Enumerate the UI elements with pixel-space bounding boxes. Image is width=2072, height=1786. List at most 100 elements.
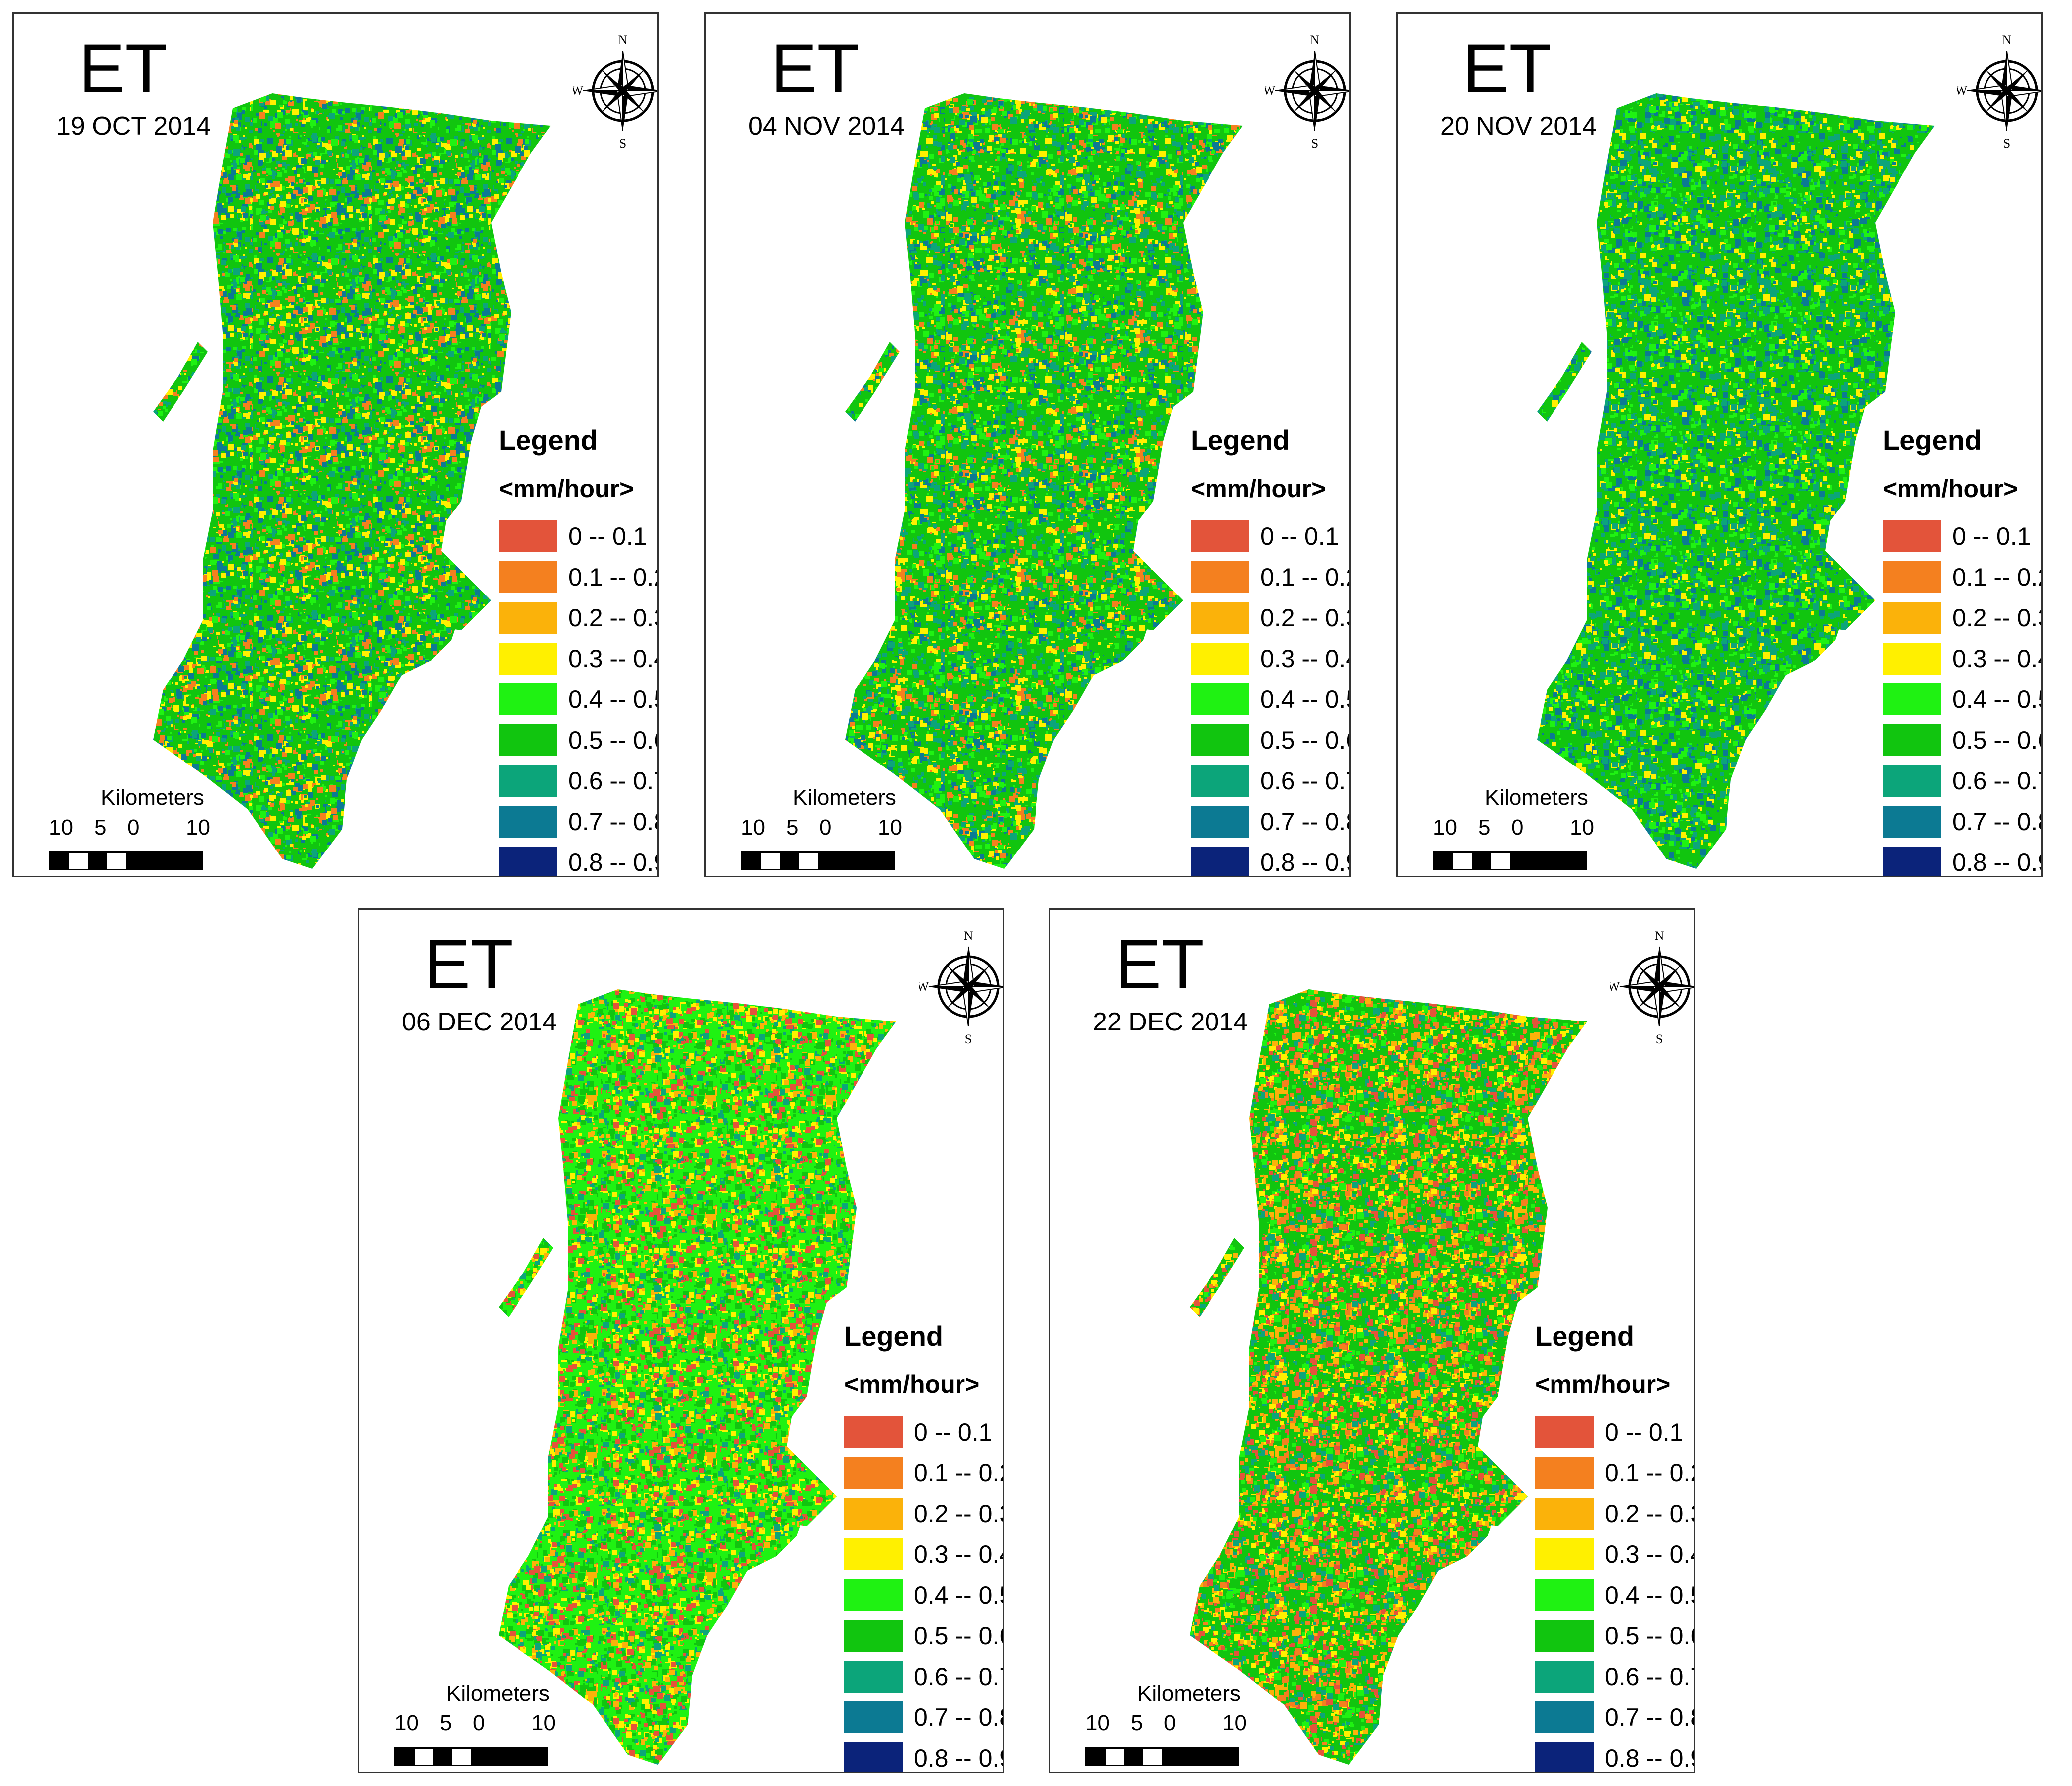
legend-swatch xyxy=(1191,847,1249,876)
legend-swatch xyxy=(1535,1579,1594,1611)
legend-label: 0.2 -- 0.3 xyxy=(568,604,659,632)
compass-south: S xyxy=(619,136,626,151)
legend-list: 0 -- 0.1 0.1 -- 0.2 0.2 -- 0.3 0.3 -- 0.4 0.… xyxy=(1191,516,1351,876)
legend: Legend <mm/hour> 0 -- 0.1 0.1 -- 0.2 0.2 -… xyxy=(844,1320,1004,1772)
legend-item: 0.3 -- 0.4 xyxy=(844,1534,1004,1575)
et-map-raster xyxy=(1537,93,1935,869)
legend-label: 0 -- 0.1 xyxy=(1605,1418,1684,1446)
legend-label: 0.8 -- 0.9 xyxy=(1260,849,1351,876)
legend-swatch xyxy=(1535,1416,1594,1448)
study-area-polygon xyxy=(845,93,1243,869)
scale-tick: 5 xyxy=(94,815,107,840)
et-map-raster xyxy=(499,989,896,1765)
legend-swatch xyxy=(1191,643,1249,675)
map-title: ET xyxy=(79,29,168,107)
legend-label: 0.6 -- 0.7 xyxy=(1605,1663,1695,1691)
legend-label: 0.3 -- 0.4 xyxy=(914,1540,1004,1568)
legend-title: Legend xyxy=(844,1320,944,1352)
legend-item: 0.5 -- 0.6 xyxy=(1535,1616,1695,1656)
legend-swatch xyxy=(1883,561,1941,593)
legend-list: 0 -- 0.1 0.1 -- 0.2 0.2 -- 0.3 0.3 -- 0.4 0.… xyxy=(1535,1412,1695,1772)
map-title: ET xyxy=(424,925,513,1003)
legend-label: 0.7 -- 0.8 xyxy=(914,1703,1004,1731)
compass-north: N xyxy=(1310,33,1320,47)
legend: Legend <mm/hour> 0 -- 0.1 0.1 -- 0.2 0.2 -… xyxy=(499,425,659,876)
legend-swatch xyxy=(1191,765,1249,797)
legend-swatch xyxy=(499,561,557,593)
study-area-polygon xyxy=(153,93,551,869)
scale-tick: 5 xyxy=(786,815,799,840)
legend-item: 0 -- 0.1 xyxy=(1883,516,2041,557)
legend-item: 0 -- 0.1 xyxy=(499,516,657,557)
legend-swatch xyxy=(1883,643,1941,675)
bay-polygon xyxy=(1114,571,1183,630)
legend-swatch xyxy=(844,1661,903,1693)
compass-north: N xyxy=(964,929,973,943)
legend-label: 0.6 -- 0.7 xyxy=(1952,767,2043,795)
legend-title: Legend xyxy=(499,425,598,456)
scale-tick: 10 xyxy=(394,1711,419,1735)
map-panel: ET 06 DEC 2014 N S E W Legend <mm/hour> … xyxy=(358,908,1004,1773)
scale-tick: 10 xyxy=(1570,815,1594,840)
legend-label: 0.5 -- 0.6 xyxy=(1260,726,1351,754)
legend-item: 0.7 -- 0.8 xyxy=(1535,1697,1694,1738)
legend-item: 0.6 -- 0.7 xyxy=(1535,1656,1695,1697)
legend-title: Legend xyxy=(1535,1320,1635,1352)
offshore-sliver-polygon xyxy=(499,1238,553,1317)
north-arrow-compass-icon: N S E W xyxy=(1265,33,1349,151)
legend-swatch xyxy=(1883,520,1941,552)
legend-label: 0.7 -- 0.8 xyxy=(1952,808,2043,836)
legend: Legend <mm/hour> 0 -- 0.1 0.1 -- 0.2 0.2 -… xyxy=(1191,426,1351,876)
legend-item: 0 -- 0.1 xyxy=(1535,1412,1694,1452)
legend-item: 0.3 -- 0.4 xyxy=(499,638,657,679)
legend-label: 0.6 -- 0.7 xyxy=(914,1663,1004,1691)
legend-label: 0.1 -- 0.2 xyxy=(568,563,659,591)
map-title: ET xyxy=(1115,925,1204,1003)
legend-swatch xyxy=(499,520,557,552)
legend-label: 0.8 -- 0.9 xyxy=(568,849,659,876)
legend-swatch xyxy=(1535,1742,1594,1772)
legend-item: 0.6 -- 0.7 xyxy=(1883,761,2043,801)
legend-label: 0.5 -- 0.6 xyxy=(1605,1622,1695,1650)
legend-label: 0.7 -- 0.8 xyxy=(1260,808,1351,836)
legend-swatch xyxy=(1191,520,1249,552)
scale-tick: 5 xyxy=(440,1711,452,1735)
scale-tick: 10 xyxy=(878,815,902,840)
legend-list: 0 -- 0.1 0.1 -- 0.2 0.2 -- 0.3 0.3 -- 0.4 0.… xyxy=(1883,516,2043,876)
scale-unit-label: Kilometers xyxy=(793,785,896,810)
legend-swatch xyxy=(844,1416,903,1448)
map-date: 19 OCT 2014 xyxy=(56,112,211,141)
scale-tick: 10 xyxy=(1433,815,1457,840)
legend-swatch xyxy=(1535,1538,1594,1570)
scale-tick: 0 xyxy=(819,815,832,840)
map-title: ET xyxy=(771,29,860,107)
legend-swatch xyxy=(499,724,557,756)
compass-south: S xyxy=(1656,1032,1663,1046)
scale-tick: 5 xyxy=(1478,815,1491,840)
legend-item: 0.2 -- 0.3 xyxy=(499,597,659,638)
scale-tick: 10 xyxy=(49,815,73,840)
legend-swatch xyxy=(844,1457,903,1489)
legend-label: 0.5 -- 0.6 xyxy=(568,726,659,754)
legend-swatch xyxy=(1535,1661,1594,1693)
legend-item: 0.1 -- 0.2 xyxy=(499,557,659,597)
legend-swatch xyxy=(844,1742,903,1772)
legend-item: 0.5 -- 0.6 xyxy=(1883,720,2041,761)
legend-swatch xyxy=(844,1620,903,1652)
legend-swatch xyxy=(499,806,557,838)
legend-label: 0.1 -- 0.2 xyxy=(914,1459,1004,1487)
north-arrow-compass-icon: N S E W xyxy=(919,929,1003,1046)
bay-polygon xyxy=(1458,1466,1528,1526)
legend-unit: <mm/hour> xyxy=(1535,1370,1671,1398)
scale-tick: 0 xyxy=(1164,1711,1176,1735)
legend-item: 0.2 -- 0.3 xyxy=(1191,597,1349,638)
scale-tick: 0 xyxy=(473,1711,485,1735)
scale-tick: 5 xyxy=(1131,1711,1143,1735)
scale-tick: 0 xyxy=(127,815,140,840)
legend-label: 0 -- 0.1 xyxy=(1260,522,1339,550)
compass-west: W xyxy=(919,979,929,994)
legend-swatch xyxy=(1535,1701,1594,1733)
legend-label: 0.4 -- 0.5 xyxy=(914,1581,1004,1609)
legend-swatch xyxy=(1535,1620,1594,1652)
legend-item: 0.2 -- 0.3 xyxy=(844,1493,1003,1534)
